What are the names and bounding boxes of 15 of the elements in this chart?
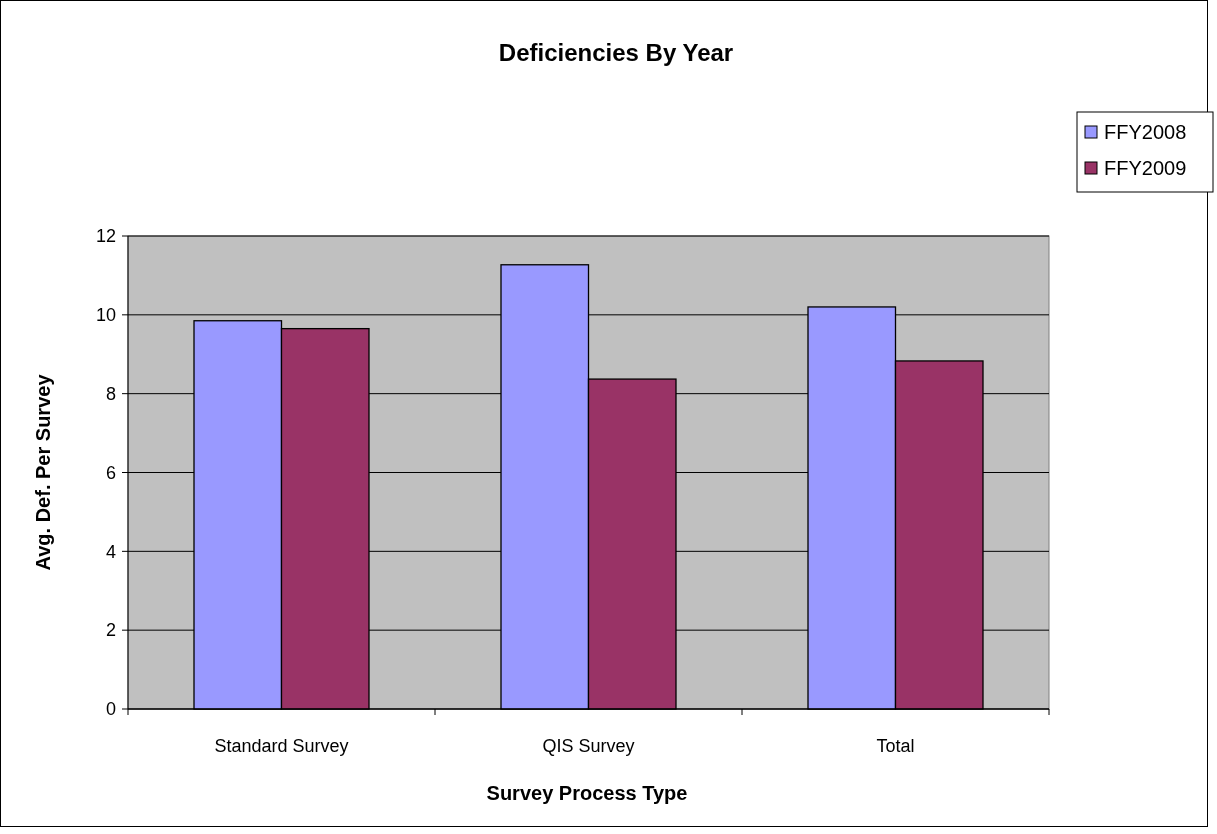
x-tick-label: QIS Survey xyxy=(542,736,635,756)
legend-label: FFY2009 xyxy=(1104,157,1187,179)
y-axis-title: Avg. Def. Per Survey xyxy=(32,373,54,571)
y-tick-label: 10 xyxy=(95,305,116,326)
y-tick-label: 8 xyxy=(105,383,116,404)
y-tick-label: 2 xyxy=(105,620,116,641)
y-tick-label: 0 xyxy=(105,699,116,720)
x-tick-label: Total xyxy=(876,736,915,756)
legend-label: FFY2008 xyxy=(1104,121,1187,143)
y-tick-label: 6 xyxy=(105,462,116,483)
chart-title: Deficiencies By Year xyxy=(498,39,734,66)
y-tick-label: 4 xyxy=(105,541,116,562)
x-tick-label: Standard Survey xyxy=(214,736,349,756)
y-tick-label: 12 xyxy=(95,226,116,247)
x-axis-title: Survey Process Type xyxy=(486,782,688,804)
